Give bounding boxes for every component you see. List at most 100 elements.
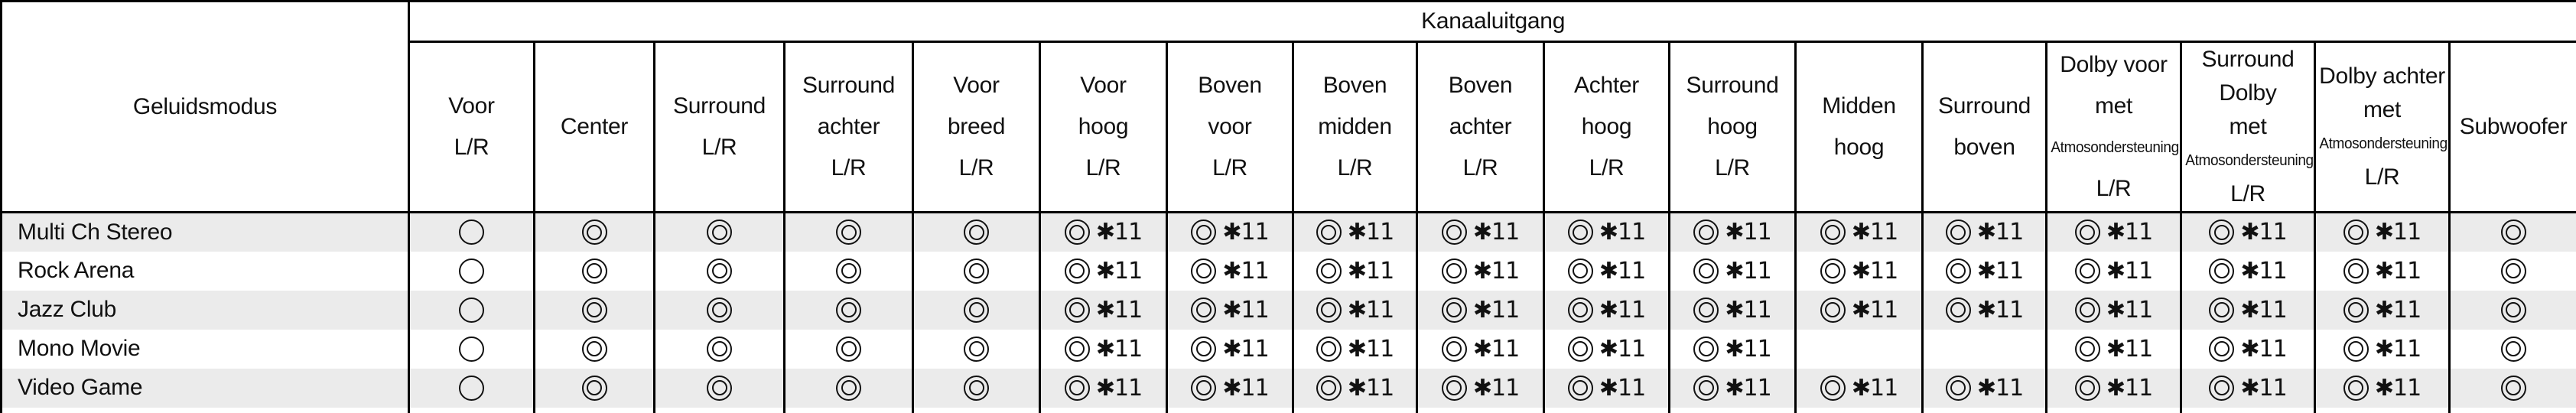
footnote-marker: ✱11 (1851, 296, 1898, 324)
double-circle-symbol (1191, 336, 1217, 362)
footnote-marker: ✱11 (1222, 335, 1269, 363)
cell-boven-midden-lr: ✱11 (1292, 212, 1417, 252)
cell-content: ✱11 (1041, 252, 1166, 291)
cell-content: ✱11 (2047, 291, 2180, 330)
footnote-marker: ✱11 (1851, 257, 1898, 285)
col-header-midden-hoog: Midden hoog (1794, 41, 1923, 213)
footnote-marker: ✱11 (1347, 219, 1394, 246)
double-circle-inner-ring (1573, 263, 1589, 278)
cell-achter-hoog-lr: ✱11 (1543, 407, 1670, 413)
cell-boven-achter-lr: ✱11 (1416, 407, 1544, 413)
cell-content: ✱11 (2047, 330, 2180, 369)
cell-boven-achter-lr: ✱11 (1416, 329, 1544, 369)
double-circle-symbol (581, 220, 607, 246)
cell-content: ✱11 (1041, 291, 1166, 330)
footnote-marker: ✱11 (1095, 296, 1143, 324)
cell-content (410, 213, 533, 252)
double-circle-inner-ring (1825, 263, 1841, 278)
double-circle-symbol (1945, 258, 1971, 284)
double-circle-symbol (1191, 220, 1217, 246)
double-circle-symbol (2343, 375, 2369, 401)
double-circle-symbol (1441, 297, 1467, 323)
col-header-line: met (2363, 97, 2402, 122)
cell-surround-boven: ✱11 (1921, 212, 2047, 252)
cell-content: ✱11 (1041, 330, 1166, 369)
cell-content: ✱11 (1041, 408, 1166, 413)
cell-voor-hoog-lr: ✱11 (1039, 251, 1167, 291)
double-circle-inner-ring (841, 224, 857, 240)
double-circle-symbol (1945, 375, 1971, 401)
double-circle-inner-ring (711, 302, 727, 317)
double-circle-inner-ring (2213, 224, 2230, 240)
footnote-marker: ✱11 (1599, 219, 1646, 246)
footnote-marker: ✱11 (1222, 374, 1269, 402)
double-circle-symbol (2343, 220, 2369, 246)
open-circle-symbol (459, 258, 484, 284)
double-circle-inner-ring (2213, 302, 2230, 317)
double-circle-inner-ring (2506, 224, 2522, 240)
cell-midden-hoog: ✱11 (1794, 212, 1923, 252)
col-header-line: L/R (1589, 155, 1625, 180)
cell-surround-boven (1921, 329, 2047, 369)
cell-content (535, 252, 653, 291)
cell-content (655, 330, 783, 369)
cell-boven-achter-lr: ✱11 (1416, 212, 1544, 252)
double-circle-symbol (964, 258, 989, 284)
footnote-marker: ✱11 (2240, 296, 2287, 324)
double-circle-inner-ring (2080, 380, 2096, 395)
col-header-line: L/R (1337, 155, 1373, 180)
double-circle-inner-ring (2506, 341, 2522, 356)
double-circle-inner-ring (841, 263, 857, 278)
double-circle-symbol (581, 297, 607, 323)
double-circle-symbol (2343, 336, 2369, 362)
double-circle-symbol (1820, 258, 1846, 284)
double-circle-symbol (1191, 297, 1217, 323)
cell-voor-hoog-lr: ✱11 (1039, 212, 1167, 252)
col-header-surround-dolby-met-atmosondersteuning-lr: Surround Dolby met Atmosondersteuning L/R (2180, 41, 2315, 213)
footnote-marker: ✱11 (2240, 374, 2287, 402)
col-header-line: Dolby voor met (2060, 52, 2168, 119)
double-circle-symbol (2074, 297, 2100, 323)
col-header-line: Voor (1080, 73, 1127, 98)
double-circle-inner-ring (2080, 263, 2096, 278)
col-header-boven-voor-lr: Boven voor L/R (1166, 41, 1293, 213)
double-circle-symbol (707, 375, 732, 401)
double-circle-inner-ring (2506, 302, 2522, 317)
double-circle-inner-ring (1825, 380, 1841, 395)
cell-content: ✱11 (1797, 369, 1921, 408)
double-circle-inner-ring (1321, 380, 1337, 395)
cell-content: ✱11 (1294, 369, 1416, 408)
cell-content (785, 408, 912, 413)
cell-surround-hoog-lr: ✱11 (1668, 251, 1796, 291)
cell-voor-lr (408, 407, 535, 413)
cell-content (785, 213, 912, 252)
double-circle-inner-ring (2348, 380, 2364, 395)
cell-surround-boven (1921, 407, 2047, 413)
col-header-dolby-voor-met-atmosondersteuning-lr: Dolby voor met Atmosondersteuning L/R (2045, 41, 2181, 213)
double-circle-symbol (2500, 258, 2526, 284)
cell-voor-lr (408, 251, 535, 291)
footnote-marker: ✱11 (1599, 335, 1646, 363)
footnote-marker: ✱11 (2374, 219, 2422, 246)
double-circle-symbol (707, 336, 732, 362)
double-circle-inner-ring (841, 380, 857, 395)
cell-content: ✱11 (1294, 408, 1416, 413)
cell-voor-hoog-lr: ✱11 (1039, 329, 1167, 369)
footnote-marker: ✱11 (1222, 219, 1269, 246)
cell-boven-achter-lr: ✱11 (1416, 290, 1544, 330)
cell-content: ✱11 (2047, 408, 2180, 413)
cell-achter-hoog-lr: ✱11 (1543, 368, 1670, 408)
cell-content (535, 213, 653, 252)
col-header-line: L/R (831, 155, 867, 180)
double-circle-inner-ring (1573, 224, 1589, 240)
cell-content (785, 291, 912, 330)
footnote-marker: ✱11 (1976, 219, 2024, 246)
cell-surround-achter-lr (783, 407, 913, 413)
double-circle-inner-ring (968, 263, 984, 278)
double-circle-symbol (2500, 220, 2526, 246)
col-header-line: voor (1208, 114, 1252, 139)
cell-content (2451, 291, 2576, 330)
cell-boven-midden-lr: ✱11 (1292, 329, 1417, 369)
cell-content: ✱11 (2316, 213, 2448, 252)
double-circle-symbol (1693, 336, 1719, 362)
